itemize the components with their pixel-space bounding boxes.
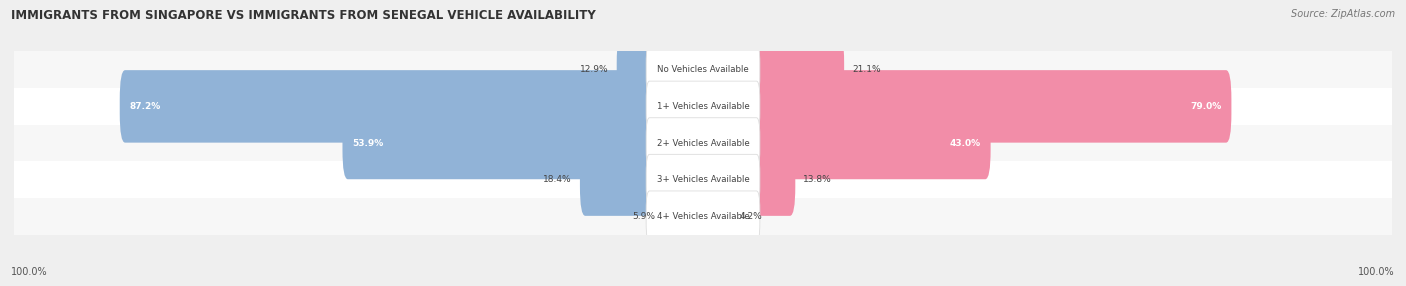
Text: 2+ Vehicles Available: 2+ Vehicles Available bbox=[657, 138, 749, 148]
Text: 100.0%: 100.0% bbox=[1358, 267, 1395, 277]
FancyBboxPatch shape bbox=[703, 180, 731, 253]
Text: 4.2%: 4.2% bbox=[740, 212, 762, 221]
FancyBboxPatch shape bbox=[647, 45, 759, 95]
Text: IMMIGRANTS FROM SINGAPORE VS IMMIGRANTS FROM SENEGAL VEHICLE AVAILABILITY: IMMIGRANTS FROM SINGAPORE VS IMMIGRANTS … bbox=[11, 9, 596, 21]
Bar bbox=[14, 125, 1392, 161]
FancyBboxPatch shape bbox=[647, 191, 759, 241]
Text: 100.0%: 100.0% bbox=[11, 267, 48, 277]
Text: 79.0%: 79.0% bbox=[1189, 102, 1222, 111]
FancyBboxPatch shape bbox=[664, 180, 703, 253]
FancyBboxPatch shape bbox=[703, 143, 796, 216]
FancyBboxPatch shape bbox=[617, 33, 703, 106]
Text: 4+ Vehicles Available: 4+ Vehicles Available bbox=[657, 212, 749, 221]
Text: 87.2%: 87.2% bbox=[129, 102, 162, 111]
Text: 3+ Vehicles Available: 3+ Vehicles Available bbox=[657, 175, 749, 184]
Bar bbox=[14, 88, 1392, 125]
FancyBboxPatch shape bbox=[647, 118, 759, 168]
FancyBboxPatch shape bbox=[343, 107, 703, 179]
FancyBboxPatch shape bbox=[647, 81, 759, 132]
Text: 12.9%: 12.9% bbox=[581, 65, 609, 74]
Text: 21.1%: 21.1% bbox=[852, 65, 880, 74]
FancyBboxPatch shape bbox=[579, 143, 703, 216]
Text: 1+ Vehicles Available: 1+ Vehicles Available bbox=[657, 102, 749, 111]
FancyBboxPatch shape bbox=[703, 107, 991, 179]
FancyBboxPatch shape bbox=[120, 70, 703, 143]
Bar bbox=[14, 161, 1392, 198]
Text: 5.9%: 5.9% bbox=[633, 212, 655, 221]
FancyBboxPatch shape bbox=[647, 154, 759, 205]
FancyBboxPatch shape bbox=[703, 33, 844, 106]
Text: 13.8%: 13.8% bbox=[803, 175, 832, 184]
Text: 18.4%: 18.4% bbox=[543, 175, 572, 184]
Bar bbox=[14, 198, 1392, 235]
Text: 43.0%: 43.0% bbox=[949, 138, 980, 148]
Text: No Vehicles Available: No Vehicles Available bbox=[657, 65, 749, 74]
FancyBboxPatch shape bbox=[703, 70, 1232, 143]
Text: 53.9%: 53.9% bbox=[353, 138, 384, 148]
Bar bbox=[14, 51, 1392, 88]
Text: Source: ZipAtlas.com: Source: ZipAtlas.com bbox=[1291, 9, 1395, 19]
